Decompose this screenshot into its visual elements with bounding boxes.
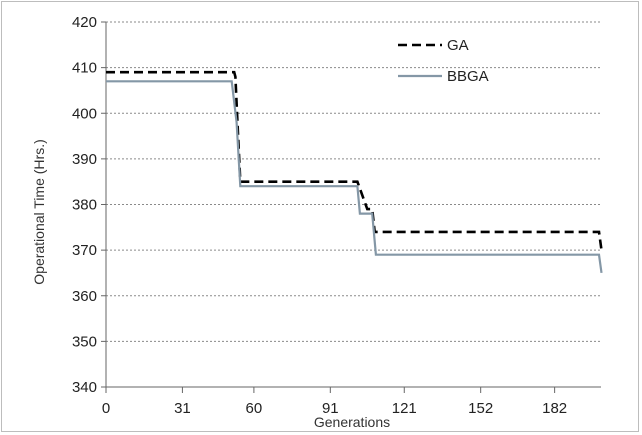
x-tick-label: 182	[542, 400, 567, 417]
x-tick-labels: 0 31 60 91 121 152 182	[102, 400, 567, 417]
y-tick-label: 350	[72, 333, 97, 350]
series-lines	[106, 70, 603, 274]
x-axis-title: Generations	[314, 414, 390, 430]
x-tick-label: 60	[246, 400, 263, 417]
axes	[101, 21, 601, 393]
legend-label-ga: GA	[447, 37, 469, 54]
y-tick-label: 410	[72, 60, 97, 77]
x-tick-label: 0	[102, 400, 110, 417]
y-tick-label: 370	[72, 242, 97, 259]
legend-label-bbga: BBGA	[447, 68, 489, 85]
x-tick-label: 152	[468, 400, 493, 417]
grid-lines	[106, 21, 601, 342]
y-tick-label: 420	[72, 14, 97, 31]
y-tick-label: 340	[72, 379, 97, 396]
x-tick-label: 121	[392, 400, 417, 417]
series-line-ga	[106, 70, 603, 251]
y-axis-title: Operational Time (Hrs.)	[31, 139, 47, 284]
x-tick-label: 31	[174, 400, 191, 417]
y-tick-label: 360	[72, 288, 97, 305]
y-tick-label: 400	[72, 105, 97, 122]
y-tick-label: 390	[72, 151, 97, 168]
legend: GA BBGA	[398, 37, 489, 85]
y-tick-labels: 340 350 360 370 380 390 400 410 420	[72, 14, 97, 396]
y-tick-label: 380	[72, 197, 97, 214]
series-line-bbga	[106, 80, 603, 274]
x-tick-label: 91	[322, 400, 339, 417]
